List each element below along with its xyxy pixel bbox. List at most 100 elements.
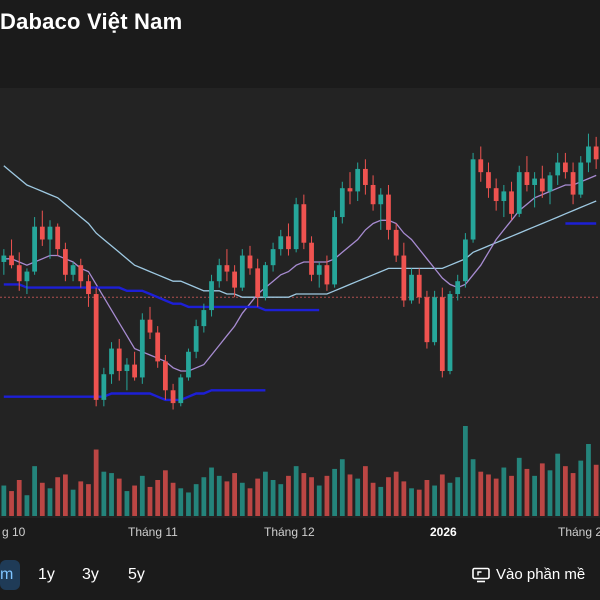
fullscreen-button[interactable]: Vào phần mề [472, 560, 585, 590]
candle-body [386, 194, 391, 230]
candle [24, 268, 30, 295]
axis-label-october: g 10 [2, 525, 26, 539]
candle [116, 338, 122, 381]
volume-bar [532, 475, 537, 516]
candle-body [1, 255, 7, 262]
axis-label-december: Tháng 12 [264, 525, 315, 539]
candle-body [578, 162, 584, 195]
volume-bar [563, 466, 568, 516]
axis-label-february: Tháng 2 [558, 525, 600, 539]
volume-bar [355, 478, 361, 516]
volume-bar [170, 482, 176, 516]
candle-body [109, 348, 114, 375]
candle-body [170, 390, 176, 404]
candle-body [239, 255, 245, 288]
candle-body [63, 249, 68, 275]
volume-bar [339, 459, 345, 516]
volume-bar [186, 492, 191, 516]
volume-bar [78, 481, 84, 516]
candle-body [309, 242, 314, 275]
candle [324, 255, 330, 291]
candle [270, 242, 276, 272]
volume-bar [393, 471, 399, 516]
candle-body [193, 326, 199, 352]
candle [370, 175, 376, 211]
candle [293, 197, 299, 253]
range-button-1y[interactable]: 1y [38, 566, 55, 583]
volume-bar [347, 474, 353, 516]
volume-bar [224, 481, 230, 516]
candle [463, 233, 468, 288]
candle [532, 172, 537, 208]
candle-body [316, 265, 322, 275]
volume-bar [439, 474, 445, 516]
candle [509, 181, 514, 221]
candle [147, 306, 153, 339]
volume-bar [63, 474, 68, 516]
axis-label-november: Tháng 11 [128, 525, 178, 539]
volume-bar [301, 473, 307, 516]
candle [455, 274, 461, 301]
candle-body [524, 172, 530, 185]
volume-bar [270, 480, 276, 516]
volume-bar [139, 475, 145, 516]
candle-body [55, 226, 61, 250]
candle-body [301, 204, 307, 243]
volume-bar [509, 475, 514, 516]
range-button-3y[interactable]: 3y [82, 566, 99, 583]
candle [124, 358, 130, 391]
candle-body [116, 348, 122, 372]
candle [155, 326, 161, 368]
candle-body [570, 172, 576, 195]
range-controls: m 1y 3y 5y Vào phần mề [0, 548, 600, 600]
volume-bar [1, 485, 7, 516]
candle-body [24, 271, 30, 282]
candle [439, 287, 445, 378]
time-axis: g 10 Tháng 11 Tháng 12 2026 Tháng 2 [0, 518, 600, 548]
volume-bar [216, 475, 222, 516]
volume-bar [32, 466, 37, 516]
candle-body [339, 188, 345, 218]
candle-body [16, 265, 22, 282]
volume-bar [555, 453, 561, 516]
candle [224, 249, 230, 282]
volume-bar [239, 482, 245, 516]
candle-body [224, 265, 230, 272]
candle [239, 249, 245, 291]
candle-body [139, 319, 145, 378]
candle [139, 313, 145, 384]
volume-bar [401, 481, 407, 516]
volume-bar [363, 466, 368, 516]
candle [170, 383, 176, 410]
candle [216, 258, 222, 288]
candle [263, 261, 268, 301]
candle-body [509, 191, 514, 214]
candle [63, 242, 68, 282]
volume-bar [178, 488, 184, 516]
candle-body [186, 351, 191, 378]
candle-body [447, 294, 453, 372]
volume-bar [409, 488, 414, 516]
candle [355, 162, 361, 202]
candle [447, 290, 453, 375]
candle-body [255, 268, 261, 298]
candle [209, 274, 214, 317]
volume-bar [16, 480, 22, 516]
volume-bar [247, 488, 253, 516]
candle-body [347, 188, 353, 192]
candle [547, 172, 553, 205]
candle-body [363, 168, 368, 185]
volume-bar [547, 470, 553, 516]
candle-body [393, 229, 399, 256]
volume-bar [286, 475, 291, 516]
candle-body [270, 249, 276, 266]
candle [9, 239, 14, 269]
candle-body [470, 159, 476, 240]
candle [524, 156, 530, 192]
price-chart[interactable] [0, 88, 600, 518]
chart-svg[interactable] [0, 88, 600, 518]
candle-body [70, 265, 76, 275]
range-button-month[interactable]: m [0, 560, 20, 590]
candle [586, 133, 591, 173]
range-button-5y[interactable]: 5y [128, 566, 145, 583]
